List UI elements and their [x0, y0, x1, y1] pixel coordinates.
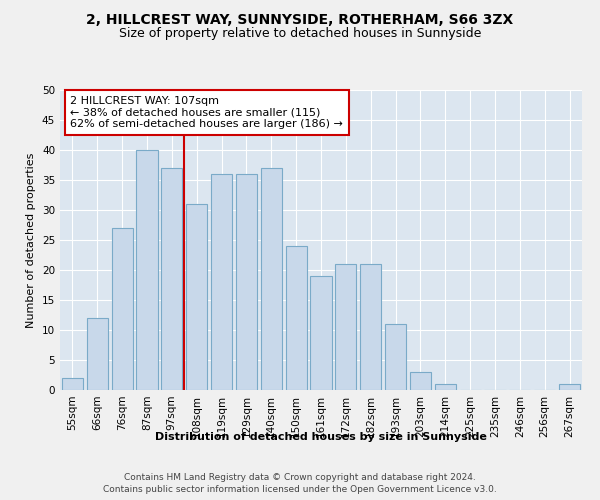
Text: Size of property relative to detached houses in Sunnyside: Size of property relative to detached ho… — [119, 28, 481, 40]
Bar — [385, 324, 406, 390]
Y-axis label: Number of detached properties: Number of detached properties — [26, 152, 37, 328]
Bar — [112, 228, 133, 390]
Text: Distribution of detached houses by size in Sunnyside: Distribution of detached houses by size … — [155, 432, 487, 442]
Bar — [261, 168, 282, 390]
Bar — [62, 378, 83, 390]
Text: 2 HILLCREST WAY: 107sqm
← 38% of detached houses are smaller (115)
62% of semi-d: 2 HILLCREST WAY: 107sqm ← 38% of detache… — [70, 96, 343, 129]
Bar — [87, 318, 108, 390]
Text: Contains HM Land Registry data © Crown copyright and database right 2024.: Contains HM Land Registry data © Crown c… — [124, 472, 476, 482]
Text: 2, HILLCREST WAY, SUNNYSIDE, ROTHERHAM, S66 3ZX: 2, HILLCREST WAY, SUNNYSIDE, ROTHERHAM, … — [86, 12, 514, 26]
Bar — [211, 174, 232, 390]
Text: Contains public sector information licensed under the Open Government Licence v3: Contains public sector information licen… — [103, 485, 497, 494]
Bar — [559, 384, 580, 390]
Bar — [335, 264, 356, 390]
Bar — [360, 264, 381, 390]
Bar — [286, 246, 307, 390]
Bar — [186, 204, 207, 390]
Bar — [236, 174, 257, 390]
Bar — [435, 384, 456, 390]
Bar — [161, 168, 182, 390]
Bar — [410, 372, 431, 390]
Bar — [136, 150, 158, 390]
Bar — [310, 276, 332, 390]
